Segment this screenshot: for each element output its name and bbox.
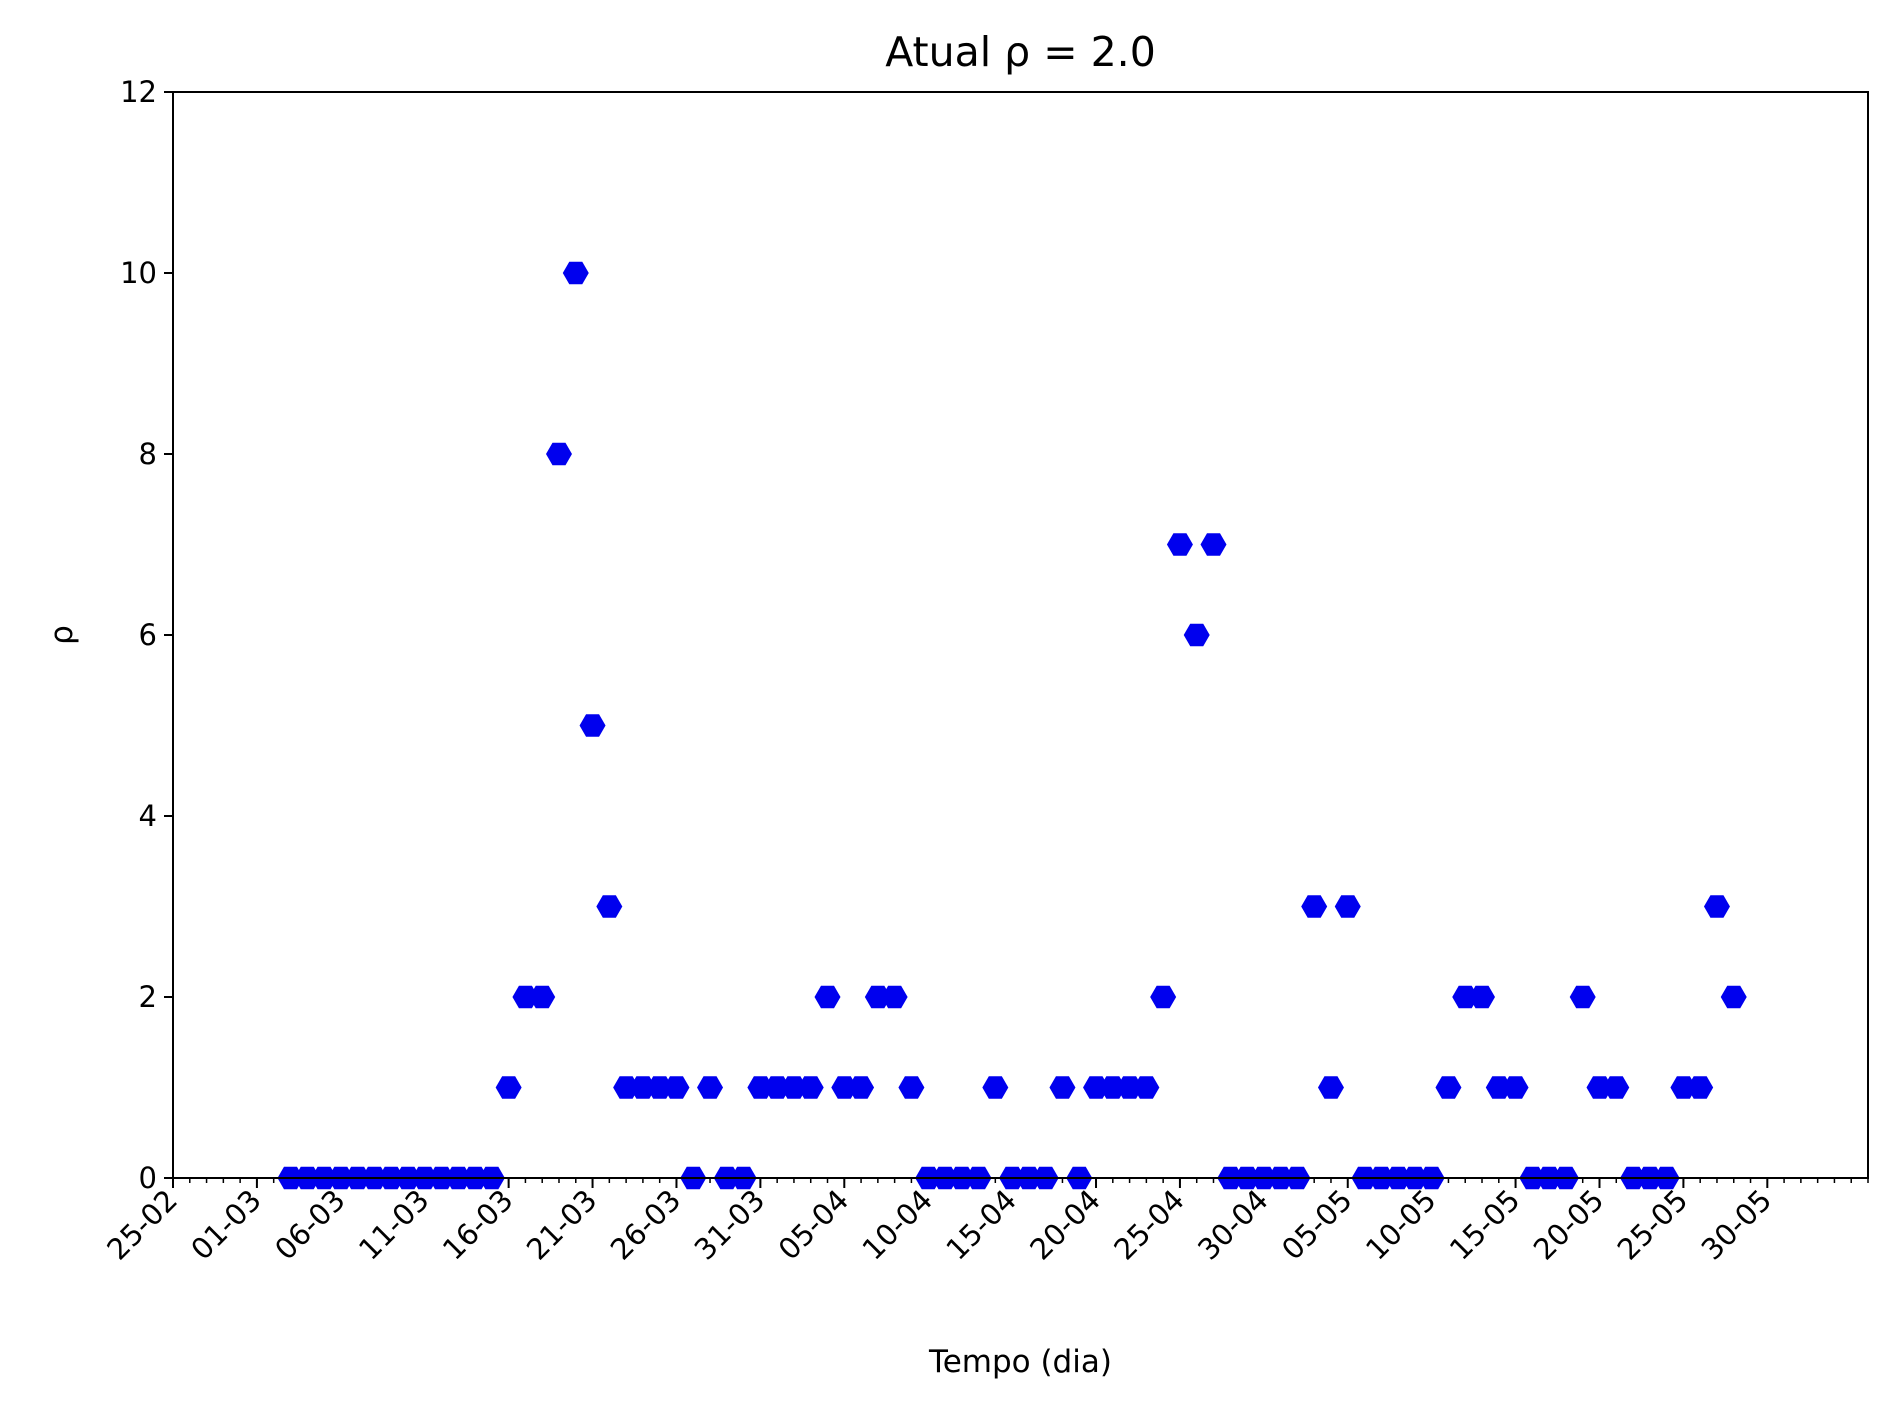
data-point bbox=[613, 1076, 640, 1099]
data-point bbox=[1485, 1076, 1512, 1099]
data-points bbox=[277, 261, 1747, 1190]
data-point bbox=[1687, 1076, 1714, 1099]
y-tick-label: 4 bbox=[139, 799, 157, 833]
data-point bbox=[1586, 1076, 1613, 1099]
data-point bbox=[1200, 533, 1227, 556]
data-point bbox=[1569, 985, 1596, 1009]
data-point bbox=[780, 1076, 807, 1099]
data-point bbox=[1116, 1076, 1143, 1099]
data-point bbox=[1502, 1076, 1529, 1099]
data-point bbox=[646, 1076, 673, 1099]
data-point bbox=[1452, 985, 1479, 1009]
data-point bbox=[898, 1076, 925, 1099]
data-point bbox=[1334, 895, 1361, 918]
y-tick-label: 0 bbox=[139, 1161, 157, 1195]
data-point bbox=[596, 895, 623, 918]
data-point bbox=[764, 1076, 791, 1099]
data-point bbox=[1603, 1076, 1630, 1099]
data-point bbox=[881, 985, 908, 1009]
data-point bbox=[579, 714, 606, 737]
data-point bbox=[814, 985, 841, 1009]
data-point bbox=[545, 442, 572, 466]
plot-frame bbox=[172, 91, 1869, 1179]
data-point bbox=[495, 1076, 522, 1099]
y-tick-label: 6 bbox=[139, 618, 157, 652]
data-point bbox=[663, 1076, 690, 1099]
data-point bbox=[1435, 1076, 1462, 1099]
data-point bbox=[831, 1076, 858, 1099]
data-point bbox=[1166, 533, 1193, 556]
data-point bbox=[1670, 1076, 1697, 1099]
y-tick-label: 12 bbox=[120, 75, 157, 109]
data-point bbox=[1703, 895, 1730, 918]
x-axis-title: Tempo (dia) bbox=[928, 1344, 1112, 1380]
data-point bbox=[529, 985, 556, 1009]
y-tick-label: 10 bbox=[120, 256, 157, 290]
data-point bbox=[1301, 895, 1328, 918]
data-point bbox=[1183, 623, 1210, 647]
data-point bbox=[982, 1076, 1009, 1099]
data-point bbox=[1317, 1076, 1344, 1099]
y-tick-label: 8 bbox=[139, 437, 157, 471]
data-point bbox=[1469, 985, 1496, 1009]
data-point bbox=[697, 1076, 724, 1099]
data-point bbox=[1720, 985, 1747, 1009]
data-point bbox=[562, 261, 589, 285]
data-point bbox=[629, 1076, 656, 1099]
data-point bbox=[1083, 1076, 1110, 1099]
data-point bbox=[747, 1076, 774, 1099]
chart-title: Atual ρ = 2.0 bbox=[885, 28, 1156, 76]
data-point bbox=[1133, 1076, 1160, 1099]
data-point bbox=[848, 1076, 875, 1099]
data-point bbox=[797, 1076, 824, 1099]
y-axis: 0 2 4 6 8 10 12 bbox=[120, 75, 173, 1195]
data-point bbox=[864, 985, 891, 1009]
data-point bbox=[512, 985, 539, 1009]
data-point bbox=[1150, 985, 1177, 1009]
y-axis-title: ρ bbox=[44, 625, 80, 645]
data-point bbox=[1049, 1076, 1076, 1099]
data-point bbox=[1099, 1076, 1126, 1099]
y-tick-label: 2 bbox=[139, 980, 157, 1014]
